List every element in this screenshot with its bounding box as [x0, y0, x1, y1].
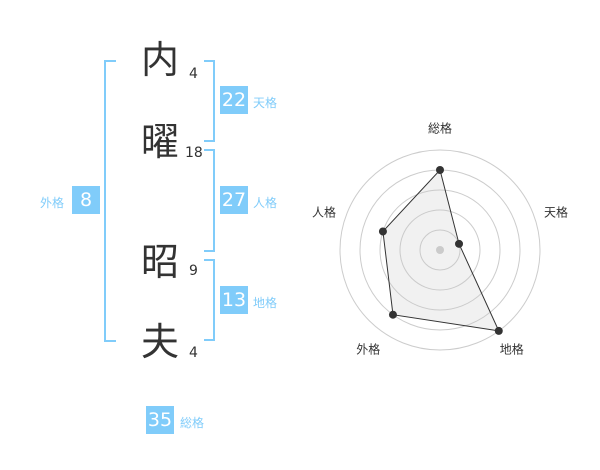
name-char: 内 [140, 38, 179, 82]
radar-point [388, 310, 397, 319]
radar-axis-label: 地格 [499, 342, 524, 357]
stroke-count: 4 [189, 345, 198, 361]
jinkaku-bracket [204, 149, 215, 252]
chikaku-label: 地格 [253, 296, 278, 310]
soukaku-value: 35 [146, 406, 174, 434]
chikaku-bracket [204, 259, 215, 341]
stroke-count: 4 [189, 66, 198, 82]
gaikaku-value: 8 [72, 186, 100, 214]
radar-center [436, 246, 444, 254]
gaikaku-bracket [104, 60, 116, 342]
radar-axis-label: 天格 [544, 205, 569, 220]
name-char: 昭 [140, 240, 179, 284]
tenkaku-label: 天格 [253, 96, 278, 110]
radar-ring [379, 189, 501, 311]
radar-ring [339, 149, 541, 351]
jinkaku-value: 27 [220, 186, 248, 214]
radar-polygon [382, 168, 500, 332]
name-char: 曜 [140, 120, 179, 164]
radar-axis-label: 外格 [356, 342, 381, 357]
tenkaku-value: 22 [220, 86, 248, 114]
radar-ring [419, 229, 461, 271]
soukaku-label: 総格 [180, 416, 205, 430]
stroke-count: 18 [185, 145, 203, 161]
radar-point [494, 326, 503, 335]
radar-point [436, 166, 444, 174]
tenkaku-bracket [204, 60, 215, 142]
name-char: 夫 [140, 320, 179, 364]
jinkaku-label: 人格 [253, 196, 278, 210]
radar-axis-label: 総格 [427, 121, 453, 136]
chikaku-value: 13 [220, 286, 248, 314]
stroke-count: 9 [189, 263, 198, 279]
radar-point [455, 239, 464, 248]
radar-point [378, 227, 387, 236]
gaikaku-label: 外格 [40, 196, 65, 210]
radar-ring [399, 209, 481, 291]
radar-axis-label: 人格 [311, 205, 336, 220]
